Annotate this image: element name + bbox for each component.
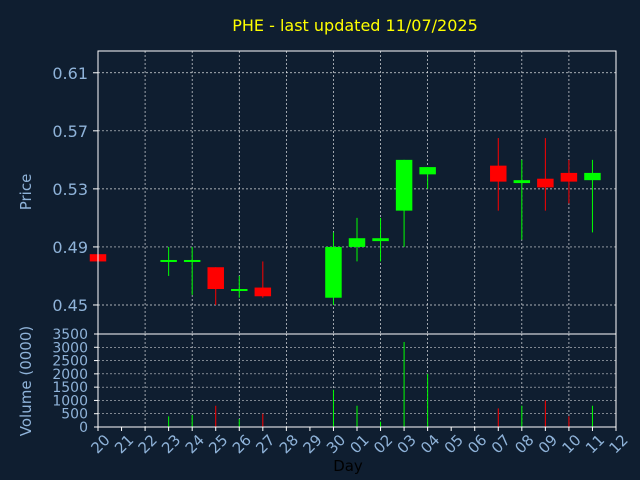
price-axis-label: Price: [17, 174, 35, 211]
x-tick-label: 06: [464, 431, 490, 457]
x-tick-label: 22: [135, 431, 161, 457]
candle-body: [372, 238, 389, 242]
candle-body: [254, 287, 272, 297]
price-tick-label: 0.57: [52, 122, 88, 141]
candle-body: [537, 178, 554, 188]
x-tick-label: 08: [511, 431, 537, 457]
candle-body: [348, 238, 366, 247]
volume-tick-label: 0: [79, 420, 88, 436]
candle-body: [231, 289, 248, 292]
x-tick-label: 05: [441, 431, 467, 457]
x-axis-label: Day: [333, 457, 363, 475]
x-tick-label: 02: [370, 431, 396, 457]
x-tick-label: 24: [182, 431, 208, 457]
price-frame: [97, 50, 617, 335]
x-tick-label: 23: [158, 431, 184, 457]
candle-body: [395, 159, 413, 211]
volume-tick-label: 500: [61, 407, 88, 423]
candle-body: [325, 246, 342, 298]
x-tick-label: 25: [205, 431, 231, 457]
x-tick-label: 09: [535, 431, 561, 457]
x-tick-label: 21: [111, 431, 137, 457]
price-tick-label: 0.49: [52, 238, 88, 257]
candle-body: [560, 172, 578, 182]
x-tick-label: 12: [606, 431, 632, 457]
volume-tick-label: 2500: [52, 354, 88, 370]
x-tick-label: 07: [488, 431, 514, 457]
x-tick-label: 30: [323, 431, 349, 457]
candle-body: [584, 172, 601, 181]
volume-tick-label: 3000: [52, 340, 88, 356]
x-tick-label: 28: [276, 431, 302, 457]
volume-panel: 3500300025002000150010005000202122232425…: [52, 327, 631, 457]
x-tick-label: 04: [417, 431, 443, 457]
x-tick-label: 26: [229, 431, 255, 457]
price-tick-label: 0.45: [52, 296, 88, 315]
price-panel: 0.61 0.57 0.53 0.49 0.45: [52, 50, 617, 335]
x-tick-label: 03: [394, 431, 420, 457]
candle-body: [160, 259, 177, 262]
volume-axis-label: Volume (0000): [17, 326, 35, 436]
x-tick-label: 10: [558, 431, 584, 457]
volume-tick-label: 2000: [52, 367, 88, 383]
chart-title: PHE - last updated 11/07/2025: [232, 16, 478, 35]
candle-body: [513, 180, 531, 184]
candle-body: [490, 165, 507, 182]
candle-body: [207, 267, 224, 290]
x-tick-label: 29: [299, 431, 325, 457]
x-tick-label: 01: [347, 431, 373, 457]
price-tick-label: 0.53: [52, 180, 88, 199]
volume-tick-label: 1500: [52, 380, 88, 396]
candle-body: [419, 167, 436, 175]
price-tick-label: 0.61: [52, 64, 88, 83]
volume-tick-label: 3500: [52, 327, 88, 343]
x-tick-label: 27: [252, 431, 278, 457]
x-tick-label: 11: [582, 431, 608, 457]
volume-tick-label: 1000: [52, 393, 88, 409]
x-tick-label: 20: [88, 431, 114, 457]
candle-body: [183, 259, 201, 262]
